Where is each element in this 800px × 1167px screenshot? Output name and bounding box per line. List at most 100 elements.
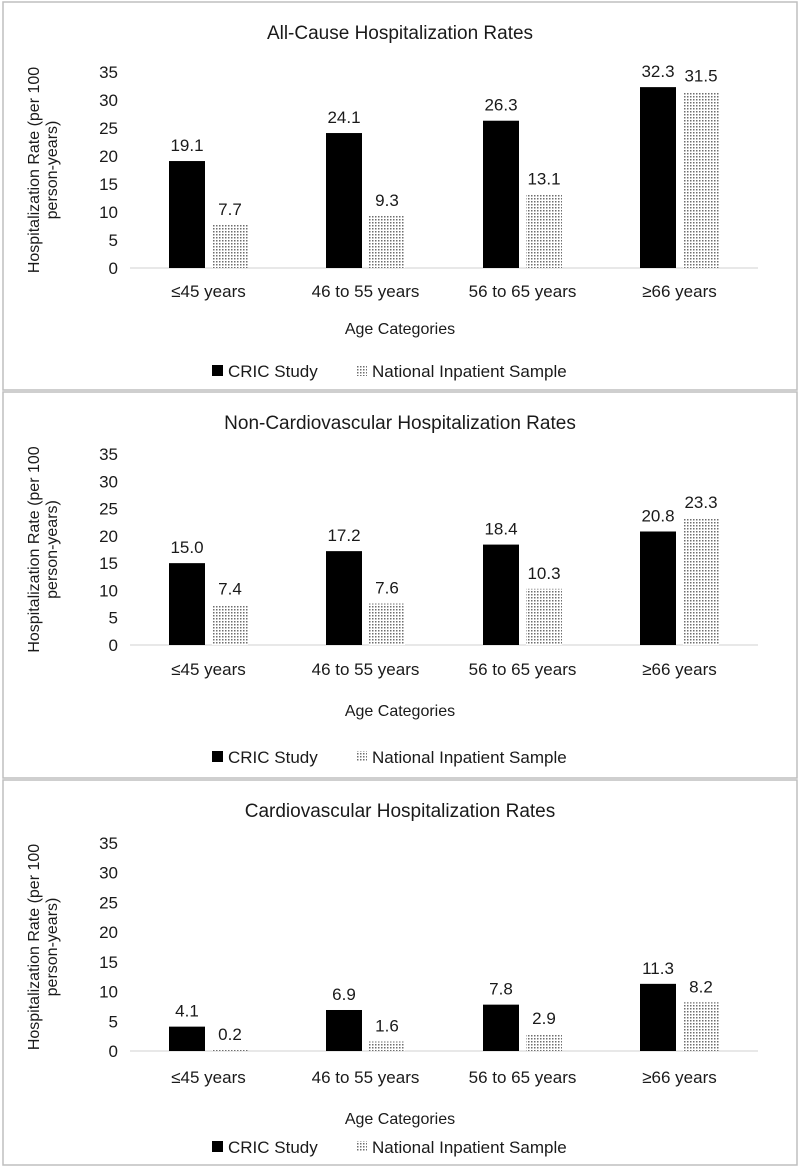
bar-cric — [169, 161, 205, 268]
bar-nis — [683, 517, 719, 645]
legend: CRIC Study National Inpatient Sample — [212, 1138, 567, 1157]
legend-label-cric: CRIC Study — [228, 362, 318, 381]
bar-value-label: 20.8 — [641, 506, 674, 525]
y-tick-label: 10 — [99, 581, 118, 600]
y-tick-label: 25 — [99, 119, 118, 138]
bar-value-label: 8.2 — [689, 977, 713, 996]
legend-swatch-nis — [356, 751, 367, 762]
y-tick-label: 30 — [99, 864, 118, 883]
y-tick-label: 15 — [99, 953, 118, 972]
bar-value-label: 18.4 — [484, 520, 517, 539]
x-category-label: ≥66 years — [642, 1068, 717, 1087]
bar-value-label: 7.4 — [218, 580, 242, 599]
y-axis-title-line1: Hospitalization Rate (per 100 — [26, 67, 43, 273]
panel-frame — [2, 391, 798, 779]
x-category-label: 46 to 55 years — [312, 1068, 420, 1087]
legend-swatch-nis — [356, 1141, 367, 1152]
y-tick-label: 15 — [99, 554, 118, 573]
y-tick-label: 35 — [99, 834, 118, 853]
y-axis-title-line1: Hospitalization Rate (per 100 — [26, 844, 43, 1050]
bar-nis — [212, 604, 248, 645]
x-category-label: ≤45 years — [171, 660, 246, 679]
y-tick-label: 20 — [99, 923, 118, 942]
y-tick-label: 25 — [99, 500, 118, 519]
y-tick-label: 25 — [99, 893, 118, 912]
legend-swatch-cric — [212, 751, 223, 762]
y-tick-label: 35 — [99, 63, 118, 82]
bar-value-label: 10.3 — [527, 564, 560, 583]
bar-cric — [326, 1009, 362, 1051]
bar-nis — [212, 1049, 248, 1051]
x-category-label: ≥66 years — [642, 660, 717, 679]
y-tick-label: 35 — [99, 445, 118, 464]
y-tick-label: 10 — [99, 983, 118, 1002]
bar-value-label: 7.8 — [489, 980, 513, 999]
bar-value-label: 31.5 — [684, 67, 717, 86]
y-tick-label: 5 — [109, 1012, 118, 1031]
bar-value-label: 9.3 — [375, 191, 399, 210]
y-tick-label: 20 — [99, 147, 118, 166]
bar-cric — [169, 563, 205, 645]
y-axis-title-line2: person-years) — [44, 121, 61, 220]
bar-cric — [640, 531, 676, 645]
bar-value-label: 32.3 — [641, 62, 674, 81]
chart-panel-1: All-Cause Hospitalization Rates 0 5 10 15 20 2… — [2, 1, 798, 391]
panel-frame — [2, 779, 798, 1166]
legend-label-nis: National Inpatient Sample — [372, 1138, 567, 1157]
x-axis-title: Age Categories — [345, 1111, 455, 1128]
legend-label-nis: National Inpatient Sample — [372, 362, 567, 381]
x-category-label: ≤45 years — [171, 282, 246, 301]
legend: CRIC Study National Inpatient Sample — [212, 748, 567, 767]
bar-nis — [369, 603, 405, 645]
y-tick-label: 20 — [99, 527, 118, 546]
chart-title: Cardiovascular Hospitalization Rates — [245, 801, 555, 822]
x-axis-title: Age Categories — [345, 703, 455, 720]
bar-nis — [526, 194, 562, 268]
y-axis-title-line2: person-years) — [44, 500, 61, 599]
bar-value-label: 7.6 — [375, 579, 399, 598]
bar-value-label: 24.1 — [327, 108, 360, 127]
y-axis-title: Hospitalization Rate (per 100person-year… — [26, 844, 61, 1050]
bar-cric — [640, 983, 676, 1051]
chart-title: Non-Cardiovascular Hospitalization Rates — [224, 413, 576, 434]
y-tick-label: 0 — [109, 259, 118, 278]
bar-value-label: 0.2 — [218, 1025, 242, 1044]
legend: CRIC Study National Inpatient Sample — [212, 362, 567, 381]
bar-cric — [169, 1026, 205, 1051]
bar-value-label: 19.1 — [170, 136, 203, 155]
y-tick-label: 5 — [109, 231, 118, 250]
bar-cric — [640, 87, 676, 269]
x-category-label: 46 to 55 years — [312, 660, 420, 679]
x-category-label: 56 to 65 years — [469, 1068, 577, 1087]
bar-value-label: 15.0 — [170, 538, 203, 557]
legend-label-cric: CRIC Study — [228, 748, 318, 767]
x-category-label: 46 to 55 years — [312, 282, 420, 301]
y-tick-label: 10 — [99, 203, 118, 222]
bar-cric — [483, 120, 519, 268]
bar-nis — [683, 91, 719, 268]
y-axis-title-line1: Hospitalization Rate (per 100 — [26, 446, 43, 652]
bar-nis — [369, 1041, 405, 1051]
legend-label-nis: National Inpatient Sample — [372, 748, 567, 767]
bar-cric — [483, 1004, 519, 1051]
bar-nis — [683, 1002, 719, 1051]
legend-swatch-cric — [212, 1141, 223, 1152]
bar-value-label: 2.9 — [532, 1009, 556, 1028]
bar-cric — [326, 551, 362, 645]
bar-cric — [483, 544, 519, 645]
x-category-label: ≤45 years — [171, 1068, 246, 1087]
chart-panel-2: Non-Cardiovascular Hospitalization Rates… — [2, 391, 798, 779]
x-axis-title: Age Categories — [345, 321, 455, 338]
y-axis-title: Hospitalization Rate (per 100person-year… — [26, 67, 61, 273]
legend-swatch-cric — [212, 365, 223, 376]
legend-swatch-nis — [356, 365, 367, 376]
chart-title: All-Cause Hospitalization Rates — [267, 23, 533, 44]
bar-value-label: 23.3 — [684, 493, 717, 512]
y-tick-label: 30 — [99, 472, 118, 491]
bar-nis — [212, 224, 248, 268]
bar-value-label: 6.9 — [332, 985, 356, 1004]
bar-value-label: 7.7 — [218, 200, 242, 219]
y-tick-label: 15 — [99, 175, 118, 194]
bar-value-label: 11.3 — [642, 959, 674, 978]
